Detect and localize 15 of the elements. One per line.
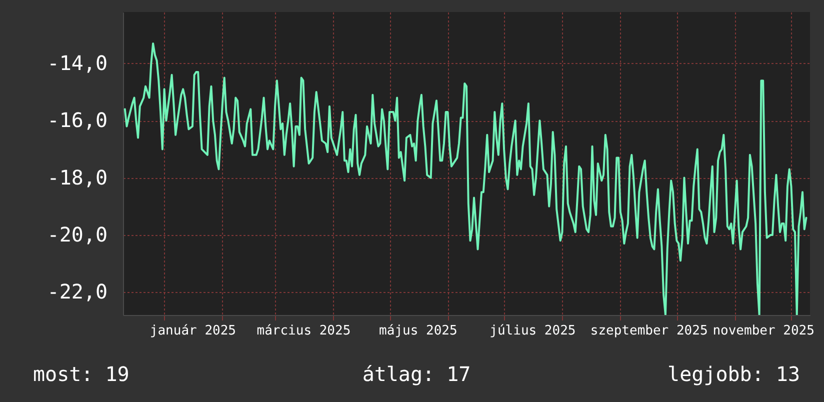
text: legjobb: 13 [668, 362, 800, 386]
x-tick-label: március 2025 [256, 324, 351, 338]
x-tick-label: szeptember 2025 [590, 324, 708, 338]
x-tick-label: november 2025 [712, 324, 814, 338]
y-tick-label: -14,0 [47, 50, 108, 75]
y-tick-label: -20,0 [47, 222, 108, 246]
x-tick-label: május 2025 [379, 324, 458, 338]
x-tick-label: január 2025 [150, 324, 236, 338]
y-tick-label: -22,0 [47, 280, 108, 304]
y-tick-label: -18,0 [47, 165, 108, 190]
x-tick-label: július 2025 [490, 324, 576, 338]
line-series [124, 42, 808, 315]
text: most: 19 [33, 362, 130, 386]
y-tick-label: -16,0 [47, 108, 108, 132]
text: átlag: 17 [362, 362, 471, 386]
